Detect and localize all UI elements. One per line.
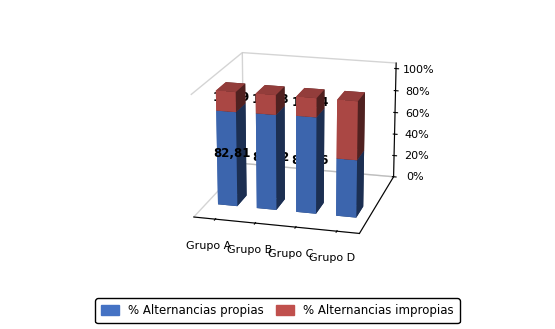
Legend: % Alternancias propias, % Alternancias impropias: % Alternancias propias, % Alternancias i… [95,298,460,323]
